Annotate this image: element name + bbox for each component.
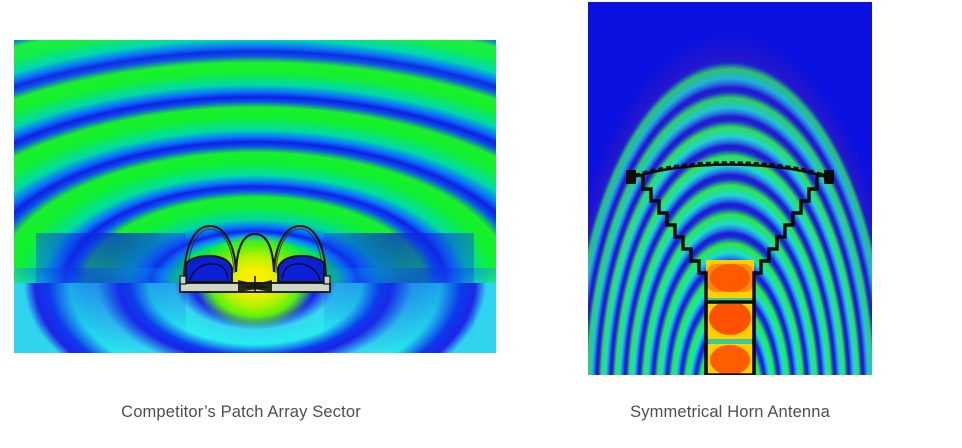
horn-wall-left (630, 172, 708, 375)
radome-inner-right (275, 228, 324, 284)
antenna-geometry-patch-array (179, 224, 331, 293)
caption-symmetrical-horn: Symmetrical Horn Antenna (630, 403, 830, 421)
horn-wall-right (752, 172, 830, 375)
mount-tab-left (179, 275, 187, 285)
patch-element-left-inner (189, 263, 229, 281)
feed-bowtie-right (242, 280, 272, 292)
field-side-null-right (324, 233, 474, 353)
horn-internal-field (706, 260, 754, 375)
antenna-geometry-horn (626, 161, 834, 375)
horn-flange-left (626, 170, 636, 184)
horn-aperture-arc (630, 163, 830, 180)
mount-tab-right (323, 275, 331, 285)
field-side-null-left (36, 233, 186, 353)
waveguide-feed (704, 300, 756, 375)
horn-flange-right (824, 170, 834, 184)
field-plot-symmetrical-horn (588, 2, 872, 375)
field-plot-patch-array-sector (14, 40, 496, 353)
patch-element-right-inner (281, 263, 321, 281)
radome-outline (182, 224, 328, 285)
radome-inner-left (186, 228, 235, 284)
horn-aperture-dashed (634, 161, 826, 177)
patch-element-right (277, 254, 325, 283)
caption-patch-array-sector: Competitor’s Patch Array Sector (121, 403, 361, 421)
patch-element-left (185, 254, 233, 283)
